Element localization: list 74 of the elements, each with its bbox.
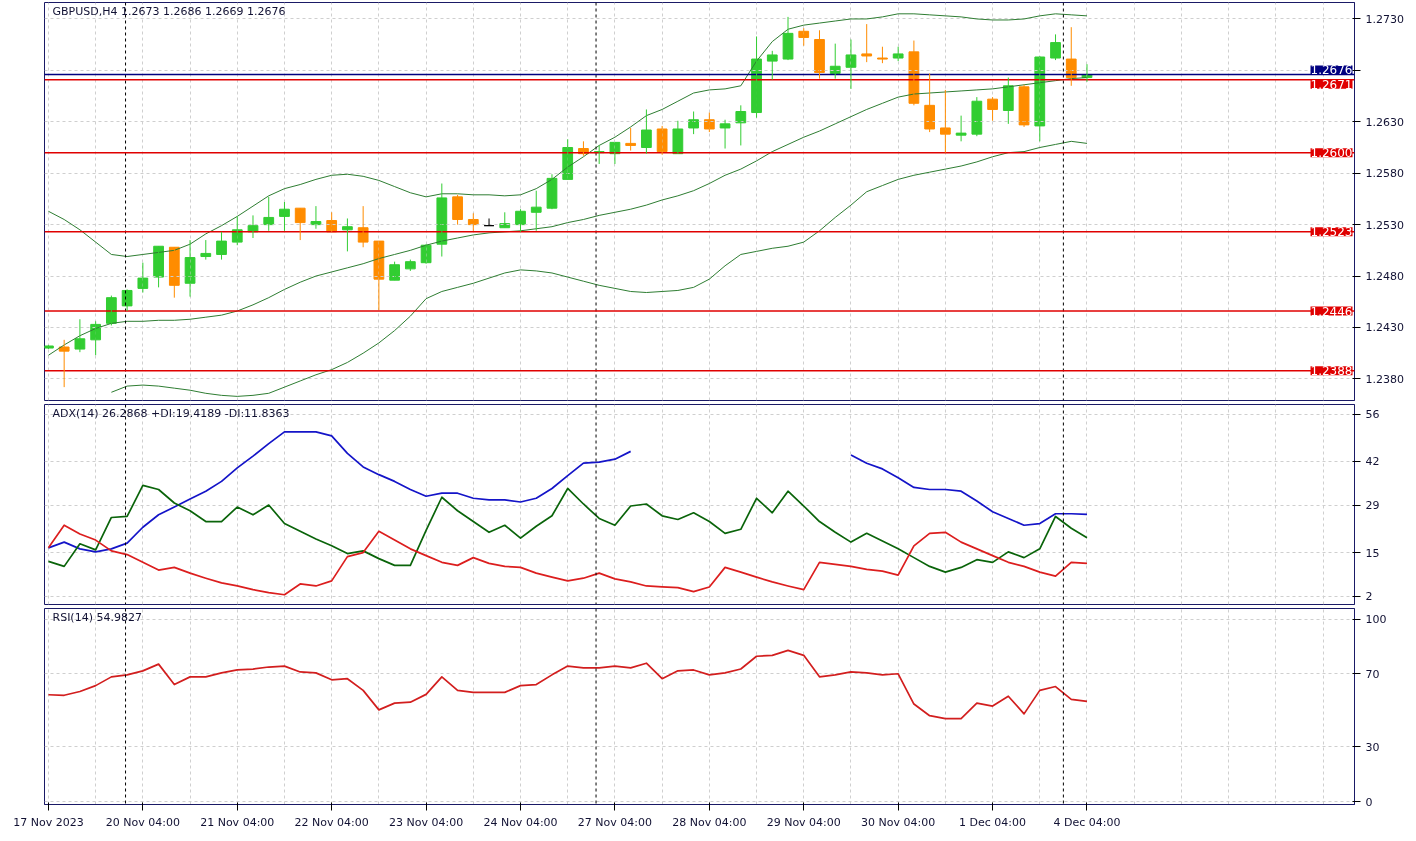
candlestick — [877, 46, 888, 64]
candlestick — [861, 23, 873, 63]
candlestick — [58, 339, 70, 388]
y-tick-label: 1.2730 — [1365, 12, 1404, 26]
y-tick-label: 2 — [1365, 590, 1373, 604]
x-tick-label: 17 Nov 2023 — [13, 815, 84, 829]
chart-title: ADX(14) 26.2868 +DI:19.4189 -DI:11.8363 — [52, 406, 290, 420]
candlestick — [342, 217, 353, 252]
candlestick — [641, 108, 652, 155]
candlestick — [452, 194, 463, 226]
candlestick — [389, 261, 400, 281]
y-tick-label: 1.2480 — [1365, 270, 1404, 284]
candlestick — [703, 112, 715, 133]
candlestick — [483, 217, 495, 227]
x-tick-label: 1 Dec 04:00 — [959, 815, 1027, 829]
candlestick — [971, 96, 983, 137]
candlestick — [1002, 77, 1014, 125]
x-tick-label: 22 Nov 04:00 — [294, 815, 369, 829]
x-tick-label: 30 Nov 04:00 — [861, 815, 936, 829]
candlestick — [625, 127, 637, 152]
candlestick — [814, 29, 825, 80]
candlestick — [279, 201, 290, 232]
y-tick-label: 1.2630 — [1365, 115, 1404, 129]
ref-line-label: 1.2600 — [1310, 146, 1353, 161]
line-series — [47, 649, 1088, 720]
x-tick-label: 24 Nov 04:00 — [483, 815, 558, 829]
y-tick-label: 56 — [1365, 408, 1380, 422]
candlestick — [294, 207, 306, 241]
ref-line-label: 1.2523 — [1310, 225, 1353, 240]
y-tick-label: 1.2530 — [1365, 218, 1404, 232]
candlestick — [782, 16, 794, 61]
x-tick-label: 23 Nov 04:00 — [389, 815, 464, 829]
y-tick-label: 1.2430 — [1365, 321, 1404, 335]
line-series — [47, 484, 1088, 573]
candlestick — [939, 89, 951, 154]
candlestick — [200, 239, 212, 261]
y-tick-label: 1.2580 — [1365, 167, 1404, 181]
x-tick-label: 27 Nov 04:00 — [577, 815, 653, 829]
chart-title: RSI(14) 54.9827 — [52, 610, 142, 624]
y-tick-label: 15 — [1365, 546, 1380, 560]
candlestick — [924, 72, 936, 133]
y-tick-label: 0 — [1365, 795, 1373, 809]
candlestick — [798, 27, 810, 47]
candlestick — [688, 111, 699, 135]
x-tick-label: 28 Nov 04:00 — [672, 815, 747, 829]
y-tick-label: 1.2380 — [1365, 372, 1404, 386]
line-series — [110, 140, 1088, 397]
candlestick — [137, 262, 149, 294]
y-tick-label: 30 — [1365, 740, 1380, 754]
y-tick-label: 70 — [1365, 667, 1380, 681]
y-tick-label: 29 — [1365, 499, 1380, 513]
line-series — [47, 524, 1088, 596]
candlestick — [216, 231, 227, 261]
candlestick — [546, 173, 558, 210]
candlestick — [404, 259, 416, 272]
chart-title: GBPUSD,H4 1.2673 1.2686 1.2669 1.2676 — [52, 4, 286, 18]
candlestick — [892, 46, 904, 62]
ref-line-label: 1.2388 — [1310, 364, 1353, 379]
x-tick-label: 20 Nov 04:00 — [105, 815, 180, 829]
ref-line-label: 1.2671 — [1310, 77, 1353, 92]
y-tick-label: 42 — [1365, 455, 1380, 469]
candlestick — [1050, 33, 1061, 61]
candlestick — [987, 96, 998, 122]
candlestick — [955, 115, 967, 142]
candlestick — [44, 344, 54, 350]
y-tick-label: 100 — [1365, 613, 1387, 627]
candlestick — [719, 119, 731, 150]
candlestick — [766, 50, 778, 81]
candlestick — [530, 190, 542, 232]
x-tick-label: 4 Dec 04:00 — [1053, 815, 1121, 829]
ref-line-label: 1.2446 — [1310, 304, 1353, 319]
ref-line-label: 1.2676 — [1310, 63, 1353, 78]
x-tick-label: 29 Nov 04:00 — [766, 815, 841, 829]
x-tick-label: 21 Nov 04:00 — [200, 815, 275, 829]
